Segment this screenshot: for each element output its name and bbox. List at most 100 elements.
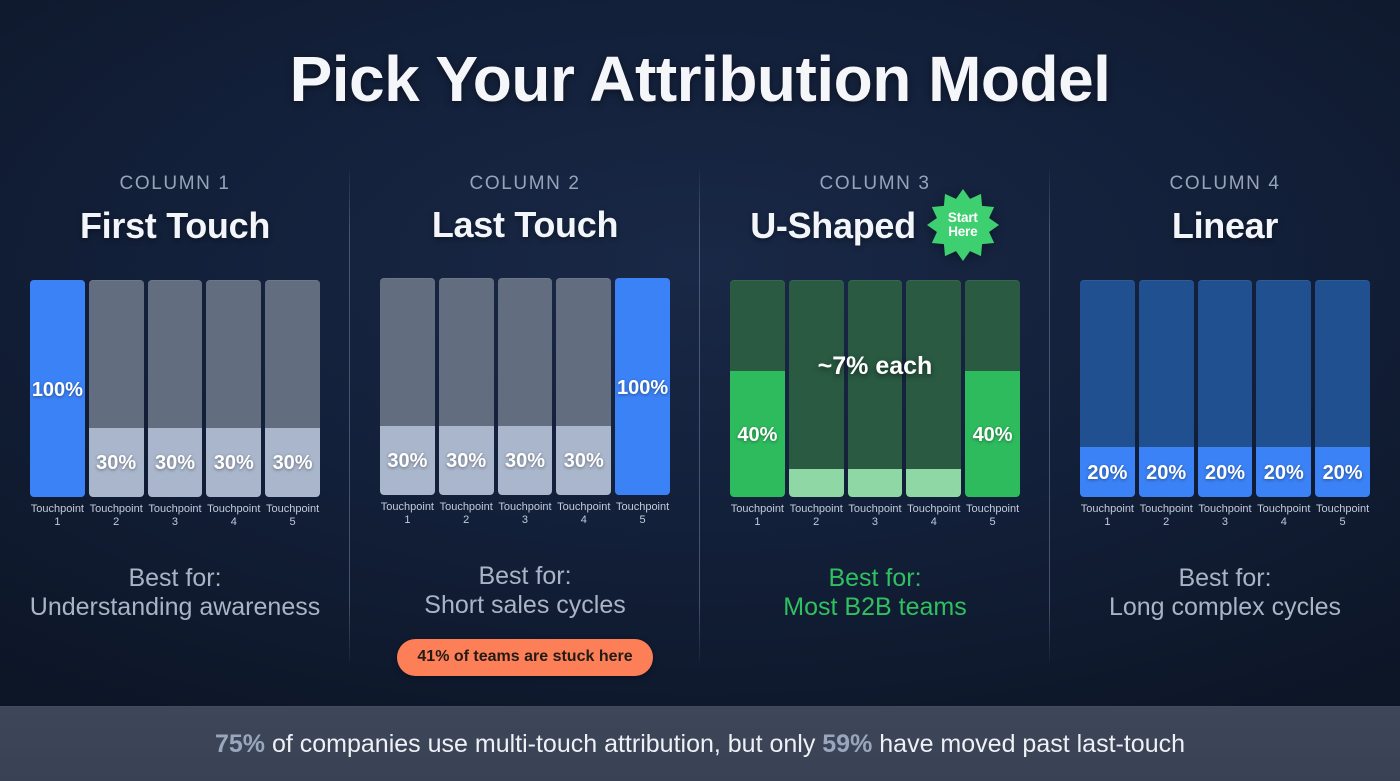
- bar-fill: [1315, 447, 1370, 497]
- touchpoint-axis-labels: Touchpoint 1 Touchpoint 2 Touchpoint 3 Touchpo…: [730, 503, 1020, 530]
- column-title-row: Last Touch: [431, 204, 619, 246]
- footer-stat-2: 59%: [822, 729, 873, 758]
- touchpoint-label-text: Touchpoint: [380, 501, 434, 513]
- touchpoint-label-text: Touchpoint: [965, 503, 1020, 515]
- best-for-label: Best for:: [828, 563, 922, 592]
- touchpoint-label-number: 4: [230, 516, 237, 529]
- touchpoint-label: Touchpoint 3: [848, 503, 903, 530]
- best-for-block: Best for: Most B2B teams: [783, 564, 966, 623]
- touchpoint-label-text: Touchpoint: [207, 503, 261, 515]
- touchpoint-label: Touchpoint 2: [439, 501, 494, 528]
- touchpoint-label: Touchpoint 4: [906, 503, 961, 530]
- touchpoint-axis-labels: Touchpoint 1 Touchpoint 2 Touchpoint 3 Touchpo…: [380, 501, 670, 528]
- best-for-value: Most B2B teams: [783, 593, 967, 622]
- bar-fill: [788, 468, 844, 497]
- touchpoint-label-number: 4: [930, 516, 937, 529]
- attribution-model-columns: COLUMN 1 First Touch 100% 30% 30% 30% 30% Touch…: [0, 166, 1400, 677]
- best-for-block: Best for: Understanding awareness: [30, 564, 320, 623]
- bar-fill: [265, 427, 320, 497]
- touchpoint-label-text: Touchpoint: [730, 503, 784, 515]
- model-column-3: COLUMN 3 U-Shaped Start Here 40% 40% ~7% each T…: [699, 166, 1050, 666]
- starburst-icon: [926, 189, 999, 261]
- touchpoint-label: Touchpoint 4: [1256, 503, 1311, 530]
- footer-mid-text: of companies use multi-touch attribution…: [265, 729, 823, 758]
- touchpoint-label-text: Touchpoint: [907, 503, 961, 515]
- touchpoint-label-number: 4: [580, 514, 587, 527]
- touchpoint-label-text: Touchpoint: [265, 503, 320, 515]
- column-eyebrow: COLUMN 3: [819, 173, 931, 194]
- touchpoint-label-text: Touchpoint: [557, 501, 611, 513]
- best-for-value: Understanding awareness: [29, 593, 321, 622]
- bar-track: 20%: [1080, 280, 1135, 497]
- bar-track: 100%: [30, 280, 85, 497]
- bar-track: [847, 280, 903, 497]
- touchpoint-axis-labels: Touchpoint 1 Touchpoint 2 Touchpoint 3 Touchpo…: [1080, 503, 1370, 530]
- bar-fill: [730, 371, 785, 497]
- model-column-2: COLUMN 2 Last Touch 30% 30% 30% 30% 100% Touchp…: [349, 166, 700, 677]
- bar-track: 20%: [1138, 280, 1194, 497]
- bar-fill: [556, 425, 612, 495]
- bar-track: 20%: [1315, 280, 1370, 497]
- touchpoint-label-text: Touchpoint: [1198, 503, 1252, 515]
- attribution-bar-chart: 40% 40%: [730, 280, 1020, 497]
- bar-fill: [497, 425, 553, 495]
- bar-track: [906, 280, 962, 497]
- touchpoint-label: Touchpoint 2: [1139, 503, 1194, 530]
- column-title: U-Shaped: [750, 205, 916, 246]
- best-for-block: Best for: Long complex cycles: [1109, 564, 1341, 623]
- touchpoint-label-text: Touchpoint: [615, 501, 670, 513]
- touchpoint-label-number: 2: [113, 516, 120, 529]
- touchpoint-label-number: 5: [1339, 516, 1346, 529]
- touchpoint-label-text: Touchpoint: [789, 503, 843, 515]
- model-column-1: COLUMN 1 First Touch 100% 30% 30% 30% 30% Touch…: [0, 166, 350, 666]
- touchpoint-label-number: 5: [989, 516, 996, 529]
- model-column-4: COLUMN 4 Linear 20% 20% 20% 20% 20% Touchpoint 1…: [1049, 166, 1400, 666]
- touchpoint-label-number: 2: [1163, 516, 1170, 529]
- touchpoint-label-text: Touchpoint: [1315, 503, 1370, 515]
- bar-track: 20%: [1197, 280, 1253, 497]
- column-title: Last Touch: [431, 204, 619, 245]
- touchpoint-label: Touchpoint 1: [380, 501, 435, 528]
- touchpoint-axis-labels: Touchpoint 1 Touchpoint 2 Touchpoint 3 Touchpo…: [30, 503, 320, 530]
- column-eyebrow: COLUMN 1: [119, 173, 231, 194]
- touchpoint-label: Touchpoint 2: [789, 503, 844, 530]
- chart-wrapper: 20% 20% 20% 20% 20%: [1080, 248, 1370, 497]
- touchpoint-label: Touchpoint 1: [30, 503, 85, 530]
- footer-bar: 75% of companies use multi-touch attribu…: [0, 706, 1400, 781]
- bar-track: 100%: [615, 278, 670, 495]
- bar-track: 30%: [497, 278, 553, 495]
- start-here-badge[interactable]: Start Here: [926, 188, 1000, 262]
- touchpoint-label: Touchpoint 4: [556, 501, 611, 528]
- touchpoint-label-number: 3: [1221, 516, 1229, 529]
- chart-wrapper: 40% 40% ~7% each: [730, 248, 1020, 497]
- touchpoint-label-number: 1: [54, 516, 61, 529]
- bar-fill: [380, 425, 435, 495]
- column-title: Linear: [1171, 205, 1279, 246]
- touchpoint-label-number: 1: [1104, 516, 1111, 529]
- touchpoint-label: Touchpoint 5: [265, 503, 320, 530]
- bar-fill: [1138, 447, 1194, 497]
- touchpoint-label: Touchpoint 5: [1315, 503, 1370, 530]
- bar-fill: [438, 425, 494, 495]
- bar-track: 30%: [147, 280, 203, 497]
- touchpoint-label-number: 1: [754, 516, 761, 529]
- best-for-label: Best for:: [128, 563, 222, 592]
- best-for-label: Best for:: [1178, 563, 1272, 592]
- best-for-label: Best for:: [478, 561, 572, 590]
- touchpoint-label-number: 1: [404, 514, 411, 527]
- bar-track: 30%: [556, 278, 612, 495]
- touchpoint-label: Touchpoint 3: [498, 501, 553, 528]
- attribution-bar-chart: 20% 20% 20% 20% 20%: [1080, 280, 1370, 497]
- touchpoint-label-number: 4: [1280, 516, 1287, 529]
- bar-fill: [88, 427, 144, 497]
- touchpoint-label: Touchpoint 3: [1198, 503, 1253, 530]
- touchpoint-label: Touchpoint 1: [730, 503, 785, 530]
- column-title-row: Linear: [1171, 204, 1279, 248]
- touchpoint-label-text: Touchpoint: [1139, 503, 1193, 515]
- bar-fill: [1256, 447, 1312, 497]
- bar-fill: [965, 371, 1020, 497]
- chart-wrapper: 100% 30% 30% 30% 30%: [30, 248, 320, 497]
- stuck-here-pill[interactable]: 41% of teams are stuck here: [397, 639, 653, 677]
- touchpoint-label-number: 5: [639, 514, 646, 527]
